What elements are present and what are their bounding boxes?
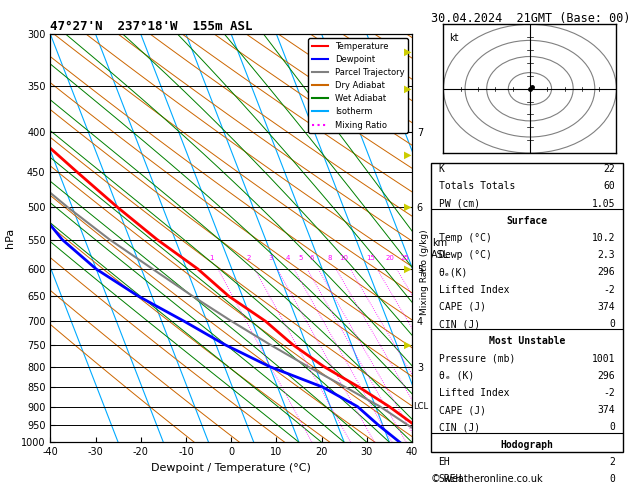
Text: kt: kt	[448, 34, 458, 43]
Text: ▶: ▶	[404, 46, 411, 56]
Text: Lifted Index: Lifted Index	[438, 285, 509, 295]
Text: Totals Totals: Totals Totals	[438, 181, 515, 191]
Text: Most Unstable: Most Unstable	[489, 336, 565, 347]
Text: CAPE (J): CAPE (J)	[438, 405, 486, 415]
Text: θₑ (K): θₑ (K)	[438, 371, 474, 381]
Text: CIN (J): CIN (J)	[438, 319, 480, 329]
Text: Surface: Surface	[506, 216, 547, 226]
Text: Temp (°C): Temp (°C)	[438, 233, 491, 243]
Text: 0: 0	[609, 474, 615, 484]
Y-axis label: hPa: hPa	[6, 228, 15, 248]
Y-axis label: km
ASL: km ASL	[431, 238, 449, 260]
Text: EH: EH	[438, 457, 450, 467]
Text: Pressure (mb): Pressure (mb)	[438, 353, 515, 364]
Text: -2: -2	[603, 388, 615, 398]
Text: 296: 296	[598, 371, 615, 381]
Text: CIN (J): CIN (J)	[438, 422, 480, 433]
Text: θₑ(K): θₑ(K)	[438, 267, 468, 278]
Text: 25: 25	[401, 255, 409, 260]
Text: 4: 4	[286, 255, 290, 260]
Text: SREH: SREH	[438, 474, 462, 484]
Text: 2: 2	[246, 255, 250, 260]
Text: 374: 374	[598, 405, 615, 415]
Text: 1001: 1001	[591, 353, 615, 364]
Text: 296: 296	[598, 267, 615, 278]
Text: 10: 10	[339, 255, 348, 260]
Text: 20: 20	[386, 255, 394, 260]
Text: © weatheronline.co.uk: © weatheronline.co.uk	[431, 473, 542, 484]
Text: 5: 5	[299, 255, 303, 260]
Text: Lifted Index: Lifted Index	[438, 388, 509, 398]
Legend: Temperature, Dewpoint, Parcel Trajectory, Dry Adiabat, Wet Adiabat, Isotherm, Mi: Temperature, Dewpoint, Parcel Trajectory…	[308, 38, 408, 133]
Text: 15: 15	[366, 255, 375, 260]
Text: LCL: LCL	[413, 402, 428, 411]
Text: 10.2: 10.2	[591, 233, 615, 243]
Text: 30.04.2024  21GMT (Base: 00): 30.04.2024 21GMT (Base: 00)	[431, 12, 629, 25]
FancyBboxPatch shape	[431, 163, 623, 452]
Text: -2: -2	[603, 285, 615, 295]
Text: 22: 22	[603, 164, 615, 174]
X-axis label: Dewpoint / Temperature (°C): Dewpoint / Temperature (°C)	[151, 463, 311, 473]
Text: 1: 1	[209, 255, 214, 260]
Text: 0: 0	[609, 422, 615, 433]
Text: 8: 8	[327, 255, 331, 260]
Text: 2.3: 2.3	[598, 250, 615, 260]
Text: K: K	[438, 164, 445, 174]
Text: ▶: ▶	[404, 202, 411, 212]
Text: 3: 3	[269, 255, 273, 260]
Text: 2: 2	[609, 457, 615, 467]
Text: PW (cm): PW (cm)	[438, 199, 480, 208]
Text: 60: 60	[603, 181, 615, 191]
Text: Dewp (°C): Dewp (°C)	[438, 250, 491, 260]
Text: ▶: ▶	[404, 340, 411, 350]
Text: 1.05: 1.05	[591, 199, 615, 208]
Text: 0: 0	[609, 319, 615, 329]
Text: 374: 374	[598, 302, 615, 312]
Text: Hodograph: Hodograph	[500, 439, 554, 450]
Text: ▶: ▶	[404, 150, 411, 160]
Text: 47°27'N  237°18'W  155m ASL: 47°27'N 237°18'W 155m ASL	[50, 20, 253, 33]
Text: ▶: ▶	[404, 264, 411, 274]
Text: 6: 6	[309, 255, 314, 260]
Text: ▶: ▶	[404, 84, 411, 94]
Text: CAPE (J): CAPE (J)	[438, 302, 486, 312]
Text: Mixing Ratio (g/kg): Mixing Ratio (g/kg)	[420, 229, 428, 315]
